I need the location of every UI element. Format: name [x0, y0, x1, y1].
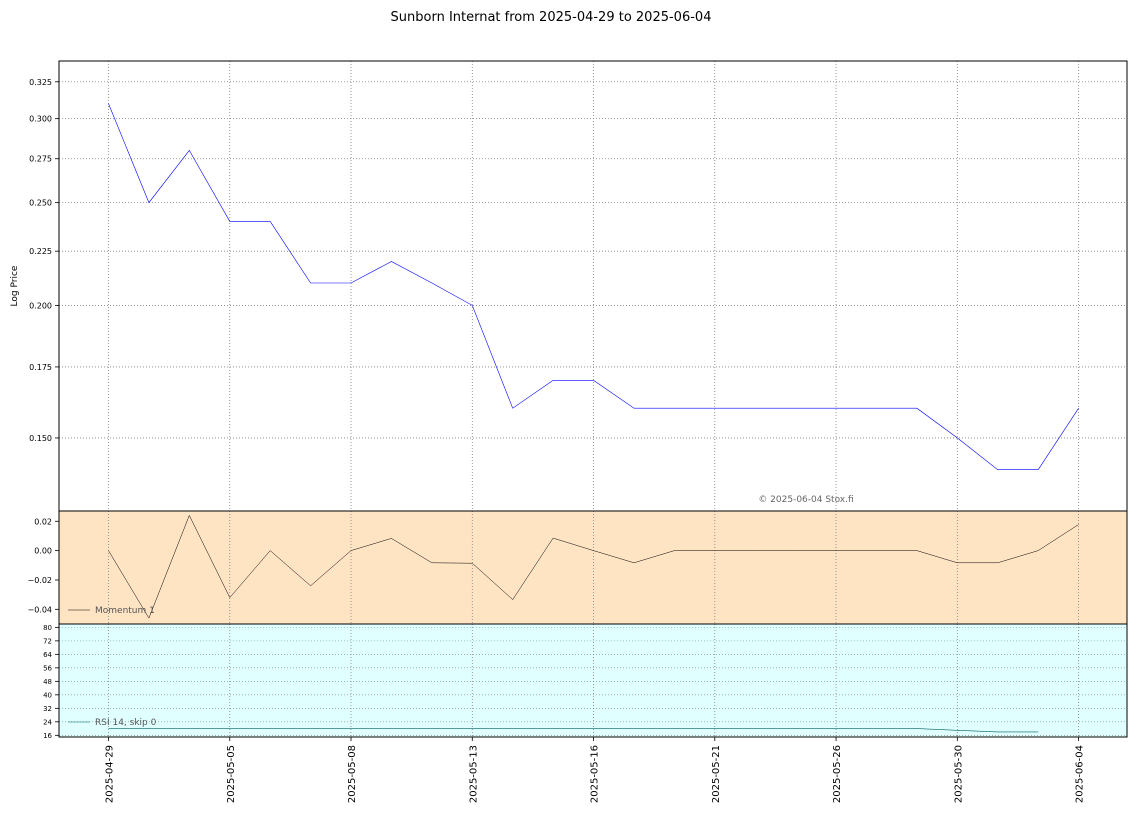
rsi-y-tick-label: 48	[43, 678, 52, 686]
price-grid	[59, 61, 1127, 511]
rsi-y-ticks: 80 72 64 56 48 40 32 24 16	[43, 624, 59, 740]
rsi-y-tick-label: 72	[43, 637, 52, 645]
rsi-legend-label: RSI 14, skip 0	[95, 718, 157, 728]
rsi-y-tick-label: 40	[43, 691, 52, 699]
price-y-tick-label: 0.225	[29, 247, 52, 256]
x-tick-label: 2025-04-29	[105, 745, 116, 803]
price-y-ticks: 0.150 0.175 0.200 0.225 0.250 0.275 0.300 0.325	[29, 78, 59, 443]
price-y-tick-label: 0.150	[29, 434, 52, 443]
rsi-y-tick-label: 64	[43, 651, 52, 659]
price-y-tick-label: 0.200	[29, 301, 52, 310]
copyright-annotation: © 2025-06-04 Stox.fi	[758, 495, 853, 505]
rsi-grid	[59, 624, 1127, 737]
x-tick-label: 2025-06-04	[1075, 745, 1086, 803]
rsi-panel-background	[59, 624, 1127, 737]
momentum-y-tick-label: −0.04	[27, 605, 52, 614]
rsi-panel-frame	[58, 623, 1128, 738]
price-panel-background	[59, 61, 1127, 511]
momentum-series	[108, 514, 1079, 619]
momentum-grid	[108, 511, 1079, 624]
price-y-tick-label: 0.300	[29, 115, 52, 124]
price-y-tick-label: 0.275	[29, 155, 52, 164]
rsi-y-tick-label: 80	[43, 624, 52, 632]
momentum-panel: 0.02 0.00 −0.02 −0.04 Momentum 1	[27, 510, 1128, 625]
price-panel: 0.150 0.175 0.200 0.225 0.250 0.275 0.300 0.325…	[10, 60, 1128, 512]
rsi-panel: 80 72 64 56 48 40 32 24 16 RSI 14, skip 0	[43, 623, 1128, 740]
x-tick-label: 2025-05-16	[590, 745, 601, 803]
rsi-y-tick-label: 32	[43, 705, 52, 713]
momentum-line	[108, 514, 1079, 619]
x-tick-label: 2025-05-30	[953, 745, 964, 803]
x-tick-label: 2025-05-13	[468, 745, 479, 803]
x-tick-label: 2025-05-21	[711, 745, 722, 803]
x-tick-label: 2025-05-26	[832, 745, 843, 803]
momentum-panel-background	[59, 511, 1127, 624]
price-series	[108, 103, 1079, 471]
momentum-y-tick-label: 0.02	[34, 517, 52, 526]
price-y-tick-label: 0.250	[29, 199, 52, 208]
price-line	[108, 103, 1079, 471]
momentum-legend-label: Momentum 1	[95, 606, 155, 616]
price-y-tick-label: 0.175	[29, 363, 52, 372]
rsi-y-tick-label: 56	[43, 664, 52, 672]
price-y-tick-label: 0.325	[29, 78, 52, 87]
chart-title: Sunborn Internat from 2025-04-29 to 2025…	[391, 10, 712, 25]
momentum-y-tick-label: 0.00	[34, 547, 52, 556]
momentum-y-tick-label: −0.02	[27, 576, 52, 585]
rsi-y-tick-label: 16	[43, 732, 52, 740]
momentum-y-ticks: 0.02 0.00 −0.02 −0.04	[27, 517, 59, 614]
price-y-axis-label: Log Price	[10, 265, 20, 306]
x-axis-ticks: 2025-04-29 2025-05-05 2025-05-08 2025-05-13…	[105, 737, 1086, 803]
rsi-series	[108, 728, 1039, 733]
x-tick-label: 2025-05-08	[347, 745, 358, 803]
x-tick-label: 2025-05-05	[226, 745, 237, 803]
rsi-line	[108, 728, 1039, 733]
rsi-y-tick-label: 24	[43, 718, 52, 726]
